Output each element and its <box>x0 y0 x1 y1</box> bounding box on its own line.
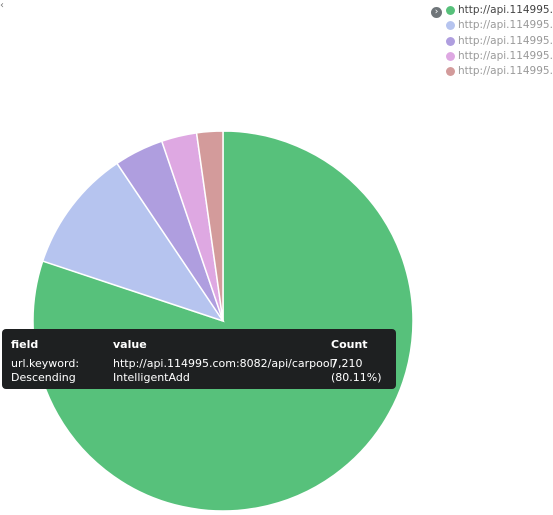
legend-dot <box>446 67 455 77</box>
legend: http://api.114995.co... http://api.114995… <box>446 3 553 79</box>
tooltip-header-value: value <box>113 338 147 351</box>
legend-label: http://api.114995.co... <box>458 34 553 47</box>
legend-label: http://api.114995.co... <box>458 4 553 16</box>
tooltip-count-cell: 7,210 (80.11%) <box>331 357 382 384</box>
legend-label: http://api.114995.co... <box>458 19 553 32</box>
tooltip-count-line1: 7,210 <box>331 357 363 370</box>
legend-item[interactable]: http://api.114995.co... <box>446 3 553 18</box>
legend-item[interactable]: http://api.114995.co... <box>446 18 553 33</box>
legend-item[interactable]: http://api.114995.co... <box>446 64 553 79</box>
tooltip-header-count: Count <box>331 338 368 351</box>
pie-slice[interactable] <box>41 162 225 323</box>
tooltip-field-line2: Descending <box>11 370 76 384</box>
legend-dot <box>446 52 455 62</box>
tooltip-value-cell: http://api.114995.com:8082/api/carpool/ … <box>113 357 336 384</box>
tooltip-count-line2: (80.11%) <box>331 370 382 384</box>
legend-dot <box>446 6 455 16</box>
tooltip-value-line2: IntelligentAdd <box>113 370 190 384</box>
legend-dot <box>446 21 455 31</box>
legend-dot <box>446 36 455 46</box>
legend-item[interactable]: http://api.114995.co... <box>446 49 553 64</box>
pie-slice[interactable] <box>195 130 224 322</box>
tooltip-field-cell: url.keyword: Descending <box>11 357 79 384</box>
legend-label: http://api.114995.co... <box>458 65 553 78</box>
tooltip-value-line1: http://api.114995.com:8082/api/carpool/ <box>113 357 337 370</box>
tooltip: field value Count url.keyword: Descendin… <box>2 329 396 389</box>
tooltip-field-line1: url.keyword: <box>11 357 80 370</box>
legend-item[interactable]: http://api.114995.co... <box>446 34 553 49</box>
chevron-left-icon[interactable]: ‹ <box>0 0 4 11</box>
tooltip-header-field: field <box>11 338 39 351</box>
legend-label: http://api.114995.co... <box>458 49 553 62</box>
legend-toggle-chevron-right-icon[interactable]: › <box>431 7 442 18</box>
